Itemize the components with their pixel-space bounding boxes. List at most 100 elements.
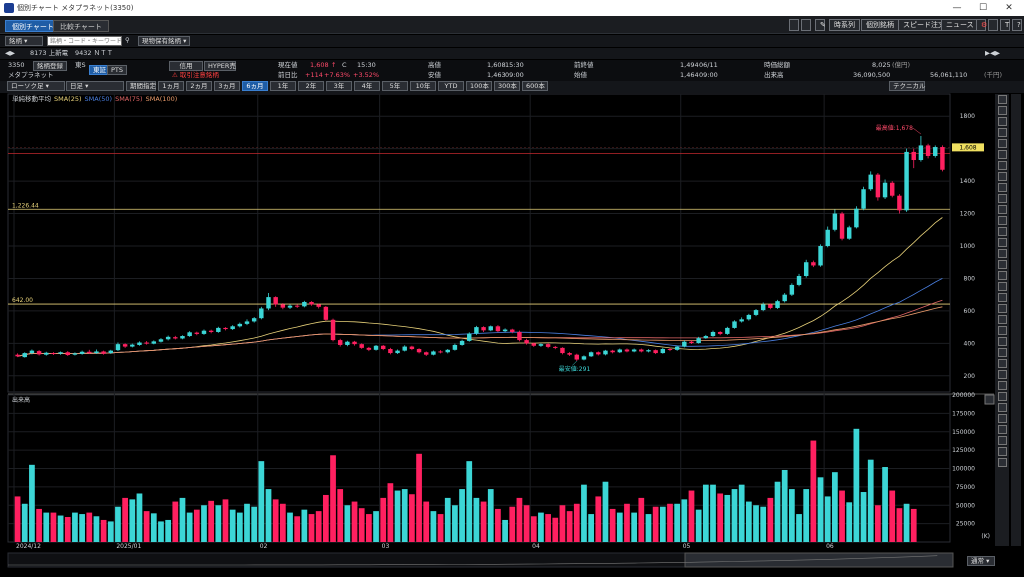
maximize-icon[interactable]: ☐ xyxy=(978,3,988,13)
volume-bar xyxy=(43,512,50,542)
candle-body xyxy=(474,327,479,334)
legend-item: SMA(50) xyxy=(84,95,113,103)
period-button[interactable]: 1年 xyxy=(270,81,296,91)
history-item[interactable]: 8173 上新電 xyxy=(30,49,69,57)
volume-bar xyxy=(832,472,838,542)
candle-body xyxy=(502,329,508,332)
drawing-tool-icon[interactable] xyxy=(997,216,1007,225)
period-button[interactable]: 1ヵ月 xyxy=(158,81,184,91)
drawing-tool-icon[interactable] xyxy=(997,161,1007,170)
normal-dropdown[interactable]: 通常 ▾ xyxy=(967,556,995,566)
tab-individual-chart[interactable]: 個別チャート xyxy=(5,20,61,32)
candle-body xyxy=(768,304,773,308)
drawing-tool-icon[interactable] xyxy=(997,392,1007,401)
volume-bar xyxy=(860,492,867,542)
period-button[interactable]: 100本 xyxy=(466,81,492,91)
drawing-tool-icon[interactable] xyxy=(997,249,1007,258)
drawing-tool-icon[interactable] xyxy=(997,381,1007,390)
pts-button[interactable]: PTS xyxy=(107,65,128,75)
layout2-icon[interactable] xyxy=(801,19,811,31)
vertical-scrollbar[interactable] xyxy=(1011,94,1021,546)
tab-compare-chart[interactable]: 比較チャート xyxy=(53,20,109,32)
timeseries-button[interactable]: 時系列 xyxy=(829,19,860,31)
drawing-tool-icon[interactable] xyxy=(997,117,1007,126)
back-icon[interactable]: ◀▶ xyxy=(5,49,15,57)
volume-bar xyxy=(495,508,501,542)
search-input[interactable] xyxy=(47,36,122,46)
max-price-label: 最高値:1,678 xyxy=(876,124,913,132)
drawing-tool-icon[interactable] xyxy=(997,238,1007,247)
candle-type-dropdown[interactable]: ローソク足 ▾ xyxy=(7,81,65,91)
drawing-tool-icon[interactable] xyxy=(997,293,1007,302)
symbol-dropdown[interactable]: 銘柄 ▾ xyxy=(5,36,43,46)
candle-body xyxy=(445,349,450,353)
technical-button[interactable]: テクニカル xyxy=(889,81,926,91)
close-icon[interactable]: ✕ xyxy=(1005,3,1013,13)
period-button[interactable]: 600本 xyxy=(522,81,548,91)
drawing-tool-icon[interactable] xyxy=(997,447,1007,456)
volume-bar xyxy=(409,494,415,542)
draw-icon[interactable]: ✎ xyxy=(815,19,826,31)
volume-bar xyxy=(143,511,150,542)
minimize-icon[interactable]: — xyxy=(952,3,962,13)
drawing-tool-icon[interactable] xyxy=(997,414,1007,423)
holdings-dropdown[interactable]: 現物保有銘柄 ▾ xyxy=(138,36,191,46)
volume-bar xyxy=(394,490,401,542)
layout-icon[interactable] xyxy=(789,19,799,31)
period-button[interactable]: 3年 xyxy=(326,81,352,91)
drawing-tool-icon[interactable] xyxy=(997,458,1007,467)
period-button[interactable]: 2ヵ月 xyxy=(186,81,212,91)
drawing-tool-icon[interactable] xyxy=(997,403,1007,412)
search-icon[interactable]: ⚲ xyxy=(125,36,130,44)
drawing-tool-icon[interactable] xyxy=(997,150,1007,159)
drawing-tool-icon[interactable] xyxy=(997,326,1007,335)
lock-icon[interactable] xyxy=(988,19,998,31)
credit-button[interactable]: 信用 xyxy=(169,61,203,71)
candle-body xyxy=(323,306,329,320)
register-button[interactable]: 銘柄登録 xyxy=(33,61,67,71)
drawing-tool-icon[interactable] xyxy=(997,370,1007,379)
drawing-tool-icon[interactable] xyxy=(997,139,1007,148)
drawing-tool-icon[interactable] xyxy=(997,95,1007,104)
period-button[interactable]: 10年 xyxy=(410,81,436,91)
volume-bar xyxy=(631,512,638,542)
drawing-tool-icon[interactable] xyxy=(997,194,1007,203)
warning-label[interactable]: ⚠ 取引注意銘柄 xyxy=(172,71,219,79)
period-button[interactable]: 6ヵ月 xyxy=(242,81,268,91)
volume-bar xyxy=(760,506,767,542)
text-icon[interactable]: T xyxy=(1000,19,1010,31)
drawing-tool-icon[interactable] xyxy=(997,304,1007,313)
drawing-tool-icon[interactable] xyxy=(997,128,1007,137)
volume-bar xyxy=(337,489,344,542)
period-button[interactable]: YTD xyxy=(438,81,464,91)
settings-icon[interactable]: ⚙ xyxy=(976,19,987,31)
drawing-tool-icon[interactable] xyxy=(997,172,1007,181)
drawing-tool-icon[interactable] xyxy=(997,282,1007,291)
period-button[interactable]: 4年 xyxy=(354,81,380,91)
drawing-tool-icon[interactable] xyxy=(997,425,1007,434)
period-button[interactable]: 3ヵ月 xyxy=(214,81,240,91)
drawing-tool-icon[interactable] xyxy=(997,106,1007,115)
drawing-tool-icon[interactable] xyxy=(997,205,1007,214)
drawing-tool-icon[interactable] xyxy=(997,227,1007,236)
drawing-tool-icon[interactable] xyxy=(997,271,1007,280)
period-button[interactable]: 5年 xyxy=(382,81,408,91)
history-item[interactable]: 9432 ＮＴＴ xyxy=(75,49,114,57)
hyper-sell-button[interactable]: HYPER売 xyxy=(204,61,236,71)
drawing-tool-icon[interactable] xyxy=(997,260,1007,269)
drawing-tool-icon[interactable] xyxy=(997,183,1007,192)
timeframe-dropdown[interactable]: 日足 ▾ xyxy=(66,81,124,91)
period-button[interactable]: 300本 xyxy=(494,81,520,91)
period-button[interactable]: 2年 xyxy=(298,81,324,91)
drawing-tool-icon[interactable] xyxy=(997,337,1007,346)
drawing-tool-icon[interactable] xyxy=(997,315,1007,324)
candle-body xyxy=(251,318,257,322)
drawing-tool-icon[interactable] xyxy=(997,348,1007,357)
help-icon[interactable]: ? xyxy=(1012,19,1022,31)
drawing-tool-icon[interactable] xyxy=(997,359,1007,368)
candle-body xyxy=(811,262,816,266)
drawing-tool-icon[interactable] xyxy=(997,436,1007,445)
candle-body xyxy=(158,339,164,342)
nav-icons[interactable]: ▶◀▶ xyxy=(985,49,1000,57)
